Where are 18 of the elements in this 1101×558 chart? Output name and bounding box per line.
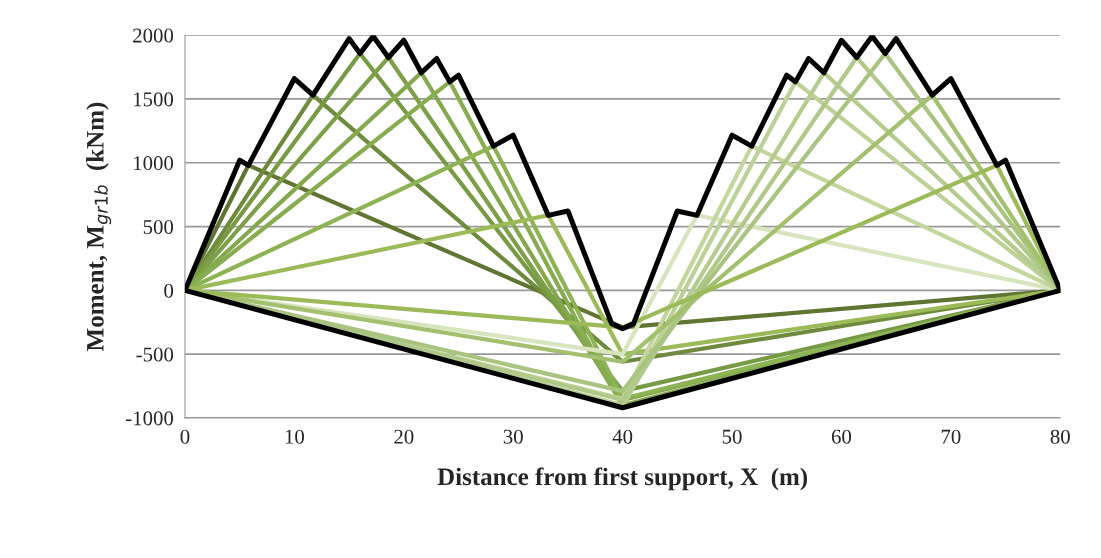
- y-tick-label: 0: [164, 283, 174, 298]
- x-tick-label: 20: [394, 429, 414, 444]
- x-tick-label: 10: [285, 429, 304, 444]
- x-tick-label: 60: [831, 429, 852, 444]
- x-tick-label: 30: [503, 429, 523, 444]
- x-tick-label: 50: [722, 429, 742, 444]
- x-tick-label: 0: [180, 429, 190, 444]
- y-axis-title: Moment, M$_{gr1b}$ (kNm): [86, 102, 112, 351]
- x-axis-title: Distance from first support, X (m): [437, 467, 808, 491]
- x-tick-label: 70: [941, 429, 961, 444]
- y-tick-label: -1000: [126, 411, 174, 426]
- y-tick-label: 1000: [134, 156, 174, 171]
- y-tick-label: 1500: [134, 92, 174, 107]
- y-tick-label: 500: [143, 219, 174, 234]
- y-tick-label: -500: [136, 347, 174, 362]
- y-tick-label: 2000: [133, 28, 174, 43]
- x-tick-label: 40: [612, 429, 633, 444]
- x-tick-label: 80: [1050, 429, 1070, 444]
